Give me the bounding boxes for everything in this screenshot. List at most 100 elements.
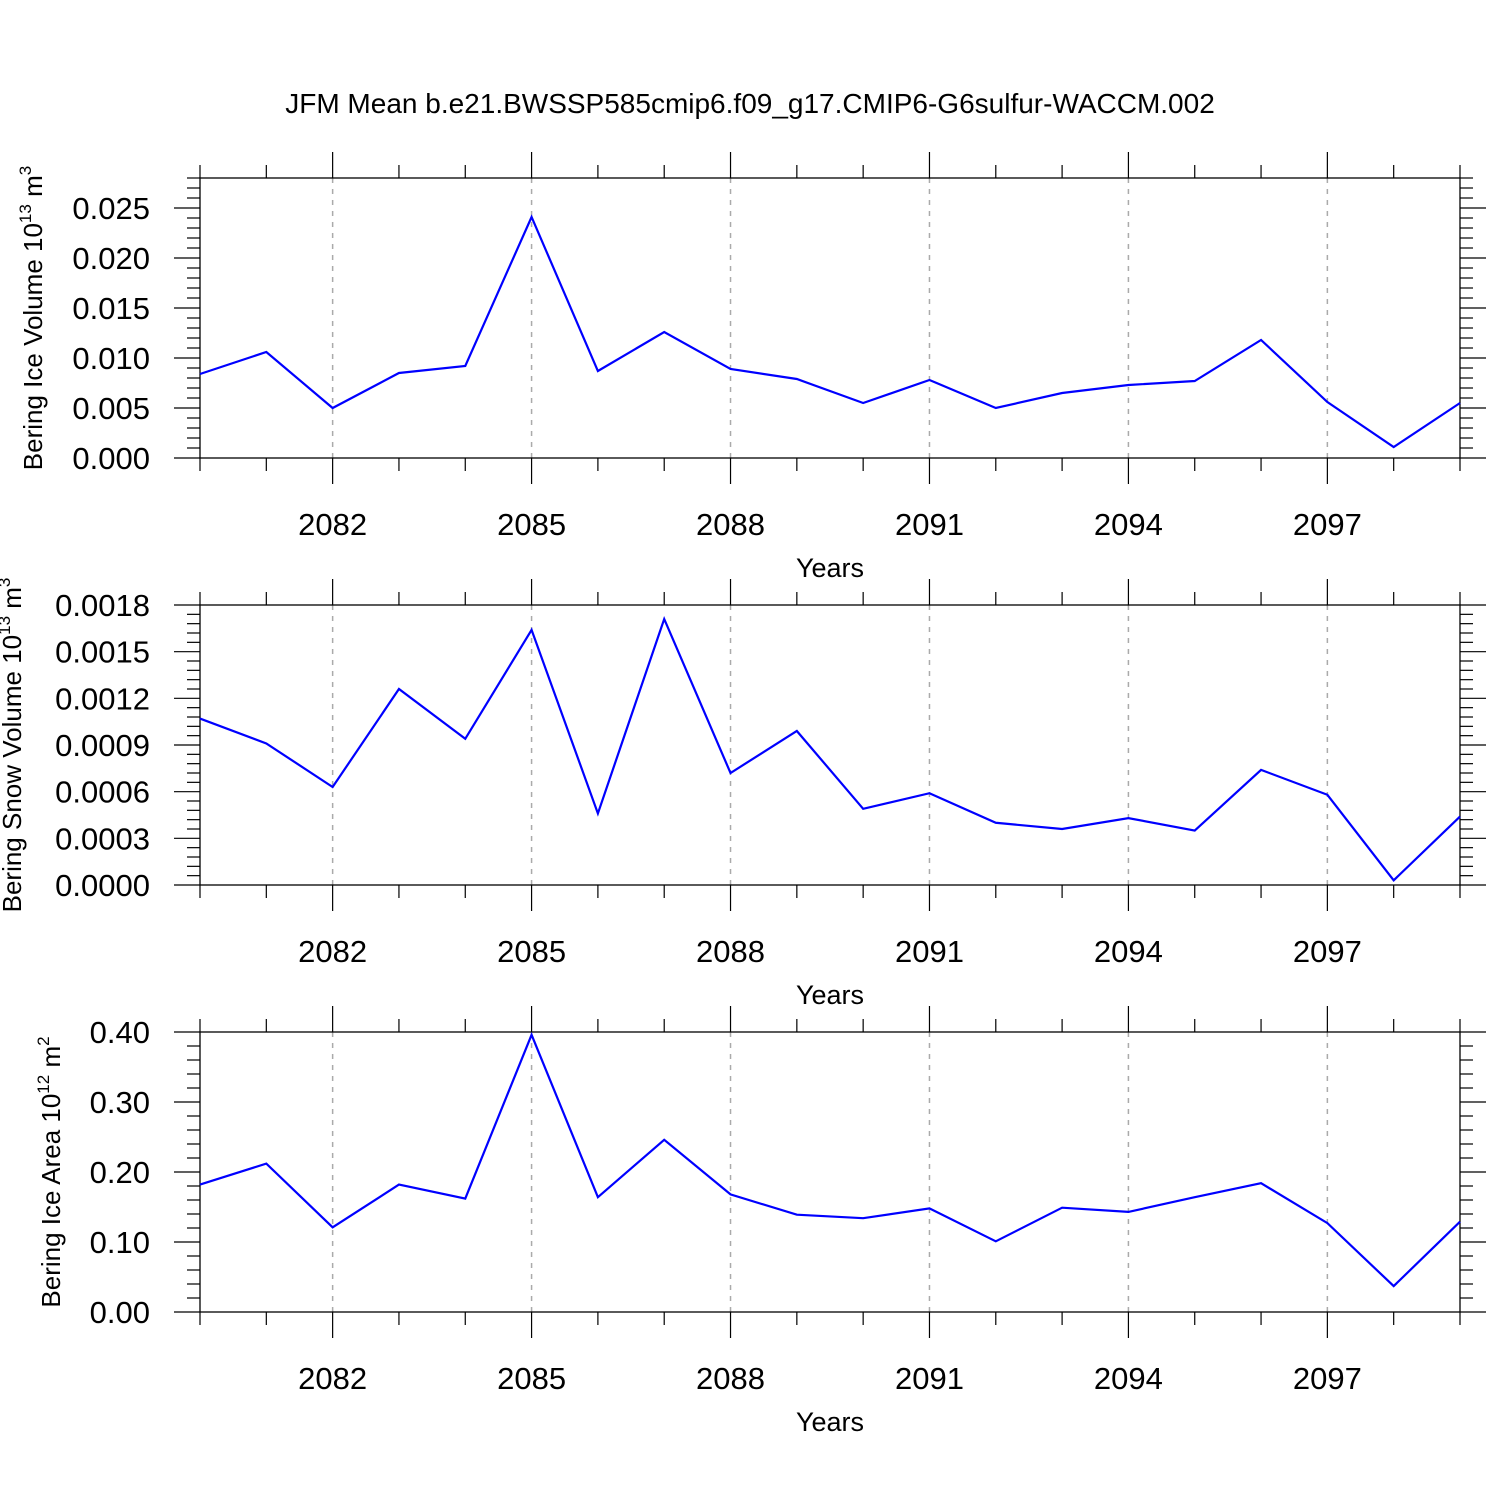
data-point-2082 [332, 407, 334, 409]
data-point-2086 [597, 370, 599, 372]
series-line-1 [199, 1031, 1461, 1288]
data-point-2090 [862, 808, 864, 810]
data-point-2084 [464, 1198, 466, 1200]
data-point-2089 [796, 1214, 798, 1216]
data-point-2081 [265, 351, 267, 353]
figure-title: JFM Mean b.e21.BWSSP585cmip6.f09_g17.CMI… [285, 88, 1215, 119]
data-point-2093 [1061, 828, 1063, 830]
data-point-2084 [464, 738, 466, 740]
y-axis-label-unit: m [18, 175, 48, 204]
data-point-2098 [1393, 1285, 1395, 1287]
y-axis-label-text: Bering Ice Area 10 [36, 1094, 66, 1308]
data-point-2086 [597, 812, 599, 814]
y-axis-label-unit-exponent: 3 [0, 578, 14, 587]
y-ticks [174, 604, 1486, 886]
data-point-2092 [995, 1240, 997, 1242]
y-tick-label: 0.015 [72, 291, 150, 326]
data-point-2089 [796, 378, 798, 380]
data-point-2084 [464, 365, 466, 367]
x-tick-label: 2088 [696, 507, 765, 542]
panel-1: 0.000 0.005 0.010 0.015 0.020 0.025 2082 2085 20… [16, 152, 1486, 583]
data-point-2083 [398, 372, 400, 374]
x-tick-label: 2082 [298, 1361, 367, 1396]
data-point-2095 [1194, 380, 1196, 382]
y-tick-label: 0.20 [90, 1155, 150, 1190]
y-tick-label: 0.0003 [55, 821, 150, 856]
data-point-2097 [1326, 401, 1328, 403]
data-point-2081 [265, 1163, 267, 1165]
data-point-2095 [1194, 1196, 1196, 1198]
data-point-2080 [199, 1184, 201, 1186]
data-point-2083 [398, 688, 400, 690]
x-tick-label: 2091 [895, 507, 964, 542]
y-ticks [174, 1031, 1486, 1313]
x-tick-label: 2094 [1094, 507, 1163, 542]
data-point-2092 [995, 822, 997, 824]
data-point-2094 [1127, 1211, 1129, 1213]
data-point-2099 [1459, 402, 1461, 404]
x-tick-label: 2082 [298, 507, 367, 542]
data-point-2090 [862, 402, 864, 404]
y-axis-label: Bering Snow Volume 1013 m3 [0, 578, 27, 913]
data-point-2087 [663, 618, 665, 620]
data-point-2093 [1061, 1207, 1063, 1209]
data-point-2087 [663, 1139, 665, 1141]
x-ticks [199, 1006, 1461, 1338]
data-point-2096 [1260, 1182, 1262, 1184]
data-point-2082 [332, 1226, 334, 1228]
data-point-2091 [928, 792, 930, 794]
data-point-2097 [1326, 794, 1328, 796]
x-tick-label: 2094 [1094, 1361, 1163, 1396]
data-point-2085 [531, 216, 533, 218]
y-axis-label-text: Bering Ice Volume 10 [18, 223, 48, 470]
y-axis-label-exponent: 13 [16, 204, 35, 223]
x-tick-label: 2088 [696, 934, 765, 969]
x-axis-label: Years [796, 980, 864, 1010]
y-tick-label: 0.0009 [55, 728, 150, 763]
y-ticks [174, 177, 1486, 459]
data-point-2094 [1127, 817, 1129, 819]
x-ticks [199, 152, 1461, 484]
y-tick-label: 0.0015 [55, 635, 150, 670]
data-point-2089 [796, 730, 798, 732]
x-tick-label: 2097 [1293, 934, 1362, 969]
data-point-2092 [995, 407, 997, 409]
data-point-2094 [1127, 384, 1129, 386]
data-point-2085 [531, 1034, 533, 1036]
y-axis-label-unit: m [36, 1046, 66, 1075]
x-tick-label: 2085 [497, 934, 566, 969]
data-point-2086 [597, 1196, 599, 1198]
y-tick-label: 0.025 [72, 191, 150, 226]
series-line-1 [199, 214, 1461, 449]
y-tick-label: 0.005 [72, 391, 150, 426]
y-axis-label: Bering Ice Volume 1013 m3 [16, 166, 48, 470]
y-tick-label: 0.0006 [55, 775, 150, 810]
x-ticks [199, 579, 1461, 911]
data-point-2080 [199, 718, 201, 720]
data-point-2090 [862, 1217, 864, 1219]
data-point-2098 [1393, 446, 1395, 448]
panel-3: 0.00 0.10 0.20 0.30 0.40 2082 2085 2088 2091 2094… [34, 1006, 1486, 1437]
y-axis-label-exponent: 12 [34, 1075, 53, 1094]
data-point-2096 [1260, 339, 1262, 341]
y-tick-label: 0.0000 [55, 868, 150, 903]
y-tick-label: 0.000 [72, 441, 150, 476]
y-tick-label: 0.0012 [55, 681, 150, 716]
y-tick-label: 0.010 [72, 341, 150, 376]
data-point-2091 [928, 379, 930, 381]
y-axis-label-unit: m [0, 587, 27, 616]
data-point-2083 [398, 1184, 400, 1186]
y-axis-label-text: Bering Snow Volume 10 [0, 635, 27, 913]
x-tick-label: 2097 [1293, 507, 1362, 542]
x-tick-label: 2094 [1094, 934, 1163, 969]
data-point-2097 [1326, 1222, 1328, 1224]
x-tick-label: 2085 [497, 507, 566, 542]
data-point-2081 [265, 742, 267, 744]
data-point-2099 [1459, 1221, 1461, 1223]
data-point-2091 [928, 1207, 930, 1209]
data-point-2085 [531, 629, 533, 631]
data-point-2088 [730, 772, 732, 774]
y-tick-label: 0.40 [90, 1015, 150, 1050]
